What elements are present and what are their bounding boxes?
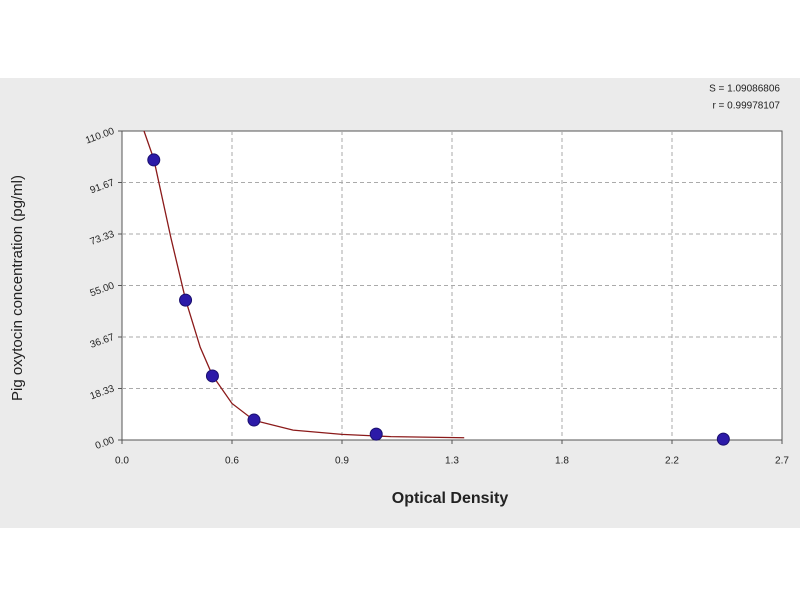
- x-axis-title: Optical Density: [392, 490, 509, 507]
- data-point: [179, 293, 193, 307]
- x-tick-label: 0.9: [335, 456, 349, 467]
- x-tick-label: 1.8: [555, 456, 569, 467]
- data-point: [247, 413, 261, 427]
- y-axis-title: Pig oxytocin concentration (pg/ml): [9, 175, 26, 401]
- x-tick-label: 0.6: [225, 456, 239, 467]
- x-tick-label: 2.2: [665, 456, 679, 467]
- fit-curve: [143, 130, 465, 439]
- data-point: [147, 153, 161, 167]
- data-point: [716, 432, 730, 446]
- x-tick-label: 1.3: [445, 456, 459, 467]
- data-point: [205, 369, 219, 383]
- annotation: r = 0.99978107: [712, 101, 780, 112]
- x-tick-label: 2.7: [775, 456, 789, 467]
- annotation: S = 1.09086806: [709, 84, 780, 95]
- data-point: [369, 427, 383, 441]
- x-tick-label: 0.0: [115, 456, 129, 467]
